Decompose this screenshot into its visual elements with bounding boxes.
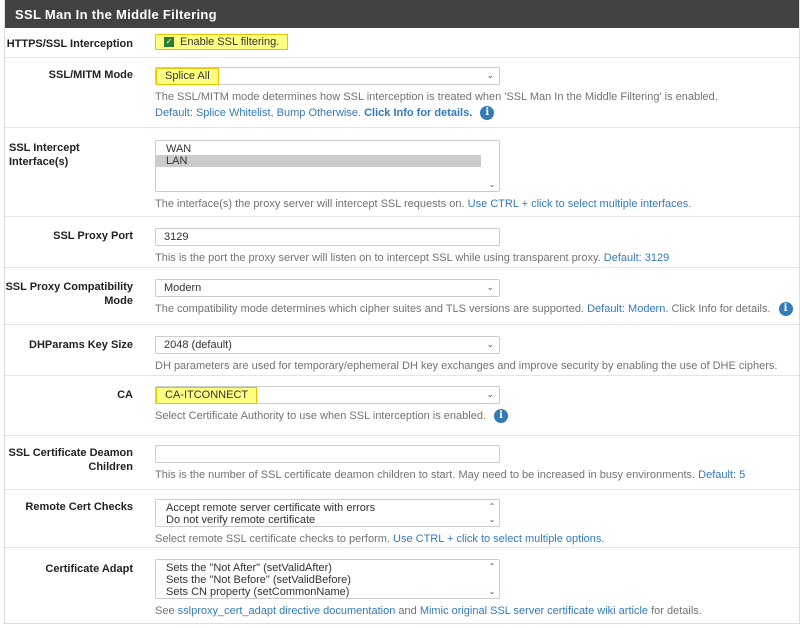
chevron-down-icon: ⌄: [486, 70, 494, 80]
dhparams-select[interactable]: 2048 (default) ⌄: [155, 336, 500, 354]
row-interception: HTTPS/SSL Interception ✓ Enable SSL filte…: [5, 28, 799, 58]
option[interactable]: Sets the "Not Before" (setValidBefore): [166, 574, 351, 586]
label: SSL Proxy Compatibility Mode: [5, 281, 133, 307]
mimic-wiki-link[interactable]: Mimic original SSL server certificate wi…: [419, 605, 649, 617]
help-text: This is the number of SSL certificate de…: [155, 469, 746, 481]
label: HTTPS/SSL Interception: [6, 38, 133, 50]
remote-checks-multiselect[interactable]: Accept remote server certificate with er…: [155, 499, 500, 527]
cert-adapt-multiselect[interactable]: Sets the "Not After" (setValidAfter) Set…: [155, 559, 500, 599]
help-text: This is the port the proxy server will l…: [155, 252, 670, 264]
label: SSL Certificate Deamon Children: [8, 447, 133, 473]
option-wan[interactable]: WAN: [166, 143, 192, 155]
help-text: Select Certificate Authority to use when…: [155, 408, 795, 424]
help-text: DH parameters are used for temporary/eph…: [155, 360, 778, 372]
help-text: The compatibility mode determines which …: [155, 301, 795, 317]
interfaces-multiselect[interactable]: WAN LAN ⌄: [155, 140, 500, 192]
scrollbar[interactable]: ⌄: [488, 180, 496, 189]
row-cert-adapt: Certificate Adapt Sets the "Not After" (…: [5, 548, 799, 623]
chevron-down-icon: ⌄: [486, 389, 494, 399]
enable-ssl-filtering-checkbox[interactable]: ✓ Enable SSL filtering.: [155, 34, 289, 50]
label: Remote Cert Checks: [25, 501, 133, 513]
panel-title: SSL Man In the Middle Filtering: [5, 0, 799, 28]
option[interactable]: Sets the "Not After" (setValidAfter): [166, 562, 332, 574]
checkbox-check-icon: ✓: [164, 37, 174, 48]
option[interactable]: Sets CN property (setCommonName): [166, 586, 350, 598]
ca-select[interactable]: CA-ITCONNECT ⌄: [155, 386, 500, 404]
chevron-down-icon: ⌄: [486, 339, 494, 349]
help-text: See sslproxy_cert_adapt directive docume…: [155, 605, 702, 617]
mitm-mode-select[interactable]: Splice All ⌄: [155, 67, 500, 85]
row-compat: SSL Proxy Compatibility Mode Modern ⌄ The…: [5, 268, 799, 325]
option-lan[interactable]: LAN: [156, 155, 481, 167]
label: SSL Proxy Port: [53, 230, 133, 242]
scrollbar[interactable]: ⌃ ⌄: [488, 502, 496, 524]
help-text: Select remote SSL certificate checks to …: [155, 533, 605, 545]
row-port: SSL Proxy Port 3129 This is the port the…: [5, 217, 799, 268]
label: DHParams Key Size: [29, 339, 133, 351]
row-interfaces: SSL Intercept Interface(s) WAN LAN ⌄ The…: [5, 128, 799, 217]
label: Certificate Adapt: [45, 563, 133, 575]
info-icon[interactable]: i: [480, 106, 495, 121]
scrollbar[interactable]: ⌃ ⌄: [488, 562, 496, 596]
row-mode: SSL/MITM Mode Splice All ⌄ The SSL/MITM m…: [5, 58, 799, 128]
option[interactable]: Accept remote server certificate with er…: [166, 502, 376, 514]
row-children: SSL Certificate Deamon Children This is …: [5, 436, 799, 490]
row-remote-checks: Remote Cert Checks Accept remote server …: [5, 490, 799, 548]
option[interactable]: Do not verify remote certificate: [166, 514, 316, 526]
chevron-down-icon: ⌄: [486, 282, 494, 292]
row-ca: CA CA-ITCONNECT ⌄ Select Certificate Auth…: [5, 376, 799, 436]
ssl-proxy-port-input[interactable]: 3129: [155, 228, 500, 246]
row-dhparams: DHParams Key Size 2048 (default) ⌄ DH par…: [5, 325, 799, 376]
label: CA: [117, 389, 133, 401]
help-text: The SSL/MITM mode determines how SSL int…: [155, 91, 718, 121]
label: SSL/MITM Mode: [48, 69, 133, 81]
label: SSL Intercept Interface(s): [9, 142, 80, 168]
info-icon[interactable]: i: [494, 409, 509, 424]
ssl-mitm-panel: SSL Man In the Middle Filtering HTTPS/SS…: [4, 0, 800, 624]
compat-mode-select[interactable]: Modern ⌄: [155, 279, 500, 297]
info-icon[interactable]: i: [778, 302, 793, 317]
cert-children-input[interactable]: [155, 445, 500, 463]
cert-adapt-doc-link[interactable]: sslproxy_cert_adapt directive documentat…: [177, 605, 396, 617]
help-text: The interface(s) the proxy server will i…: [155, 198, 692, 210]
